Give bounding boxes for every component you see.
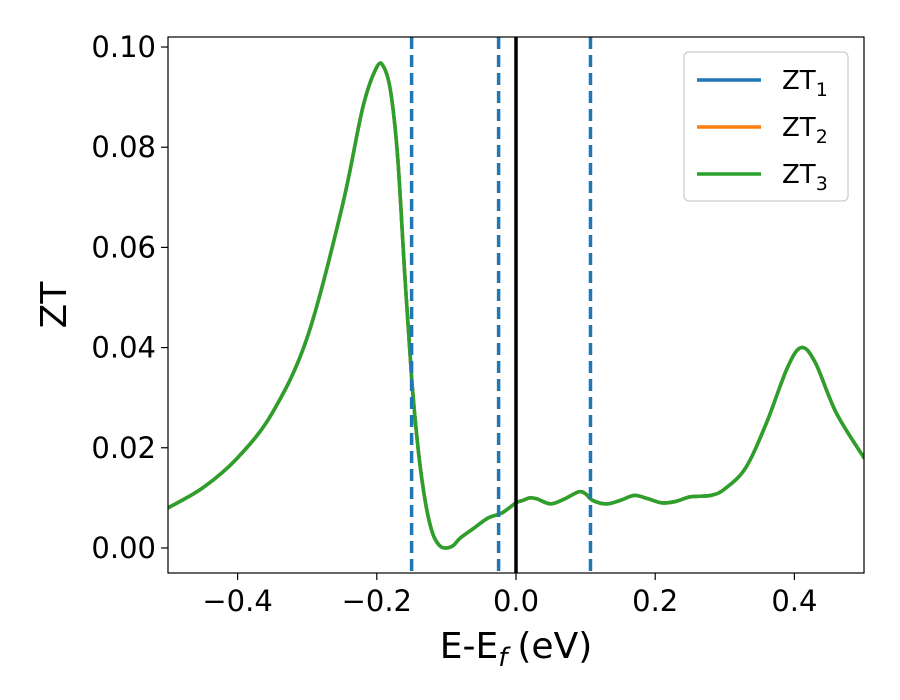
x-axis: −0.4 −0.2 0.0 0.2 0.4 [202,573,817,618]
legend-label-subscript: 2 [816,126,828,148]
y-tick-label: 0.06 [91,230,156,264]
legend-label-main: ZT [782,66,816,96]
legend-box [683,51,849,202]
x-tick-label: 0.0 [493,584,539,618]
x-tick-label: 0.2 [632,584,678,618]
legend-label-1: ZT1 [782,66,828,101]
legend-label-3: ZT3 [782,160,828,195]
x-tick-label: −0.4 [202,584,272,618]
legend-label-subscript: 3 [816,173,828,195]
x-axis-label-unit: (eV) [517,626,592,667]
legend-label-main: ZT [782,160,816,190]
legend-label-subscript: 1 [816,79,828,101]
x-tick-label: 0.4 [771,584,817,618]
series-line-3 [168,61,864,550]
x-axis-label-main: E-E [440,626,498,667]
y-axis: 0.00 0.02 0.04 0.06 0.08 0.10 [91,30,168,565]
y-tick-label: 0.04 [91,331,156,365]
y-tick-label: 0.10 [91,30,156,64]
legend-label-2: ZT2 [782,113,828,148]
y-tick-label: 0.02 [91,431,156,465]
x-tick-label: −0.2 [342,584,412,618]
plot-area [168,37,864,573]
y-axis-label: ZT [34,281,75,329]
y-tick-label: 0.08 [91,130,156,164]
legend-label-main: ZT [782,113,816,143]
y-tick-label: 0.00 [91,531,156,565]
